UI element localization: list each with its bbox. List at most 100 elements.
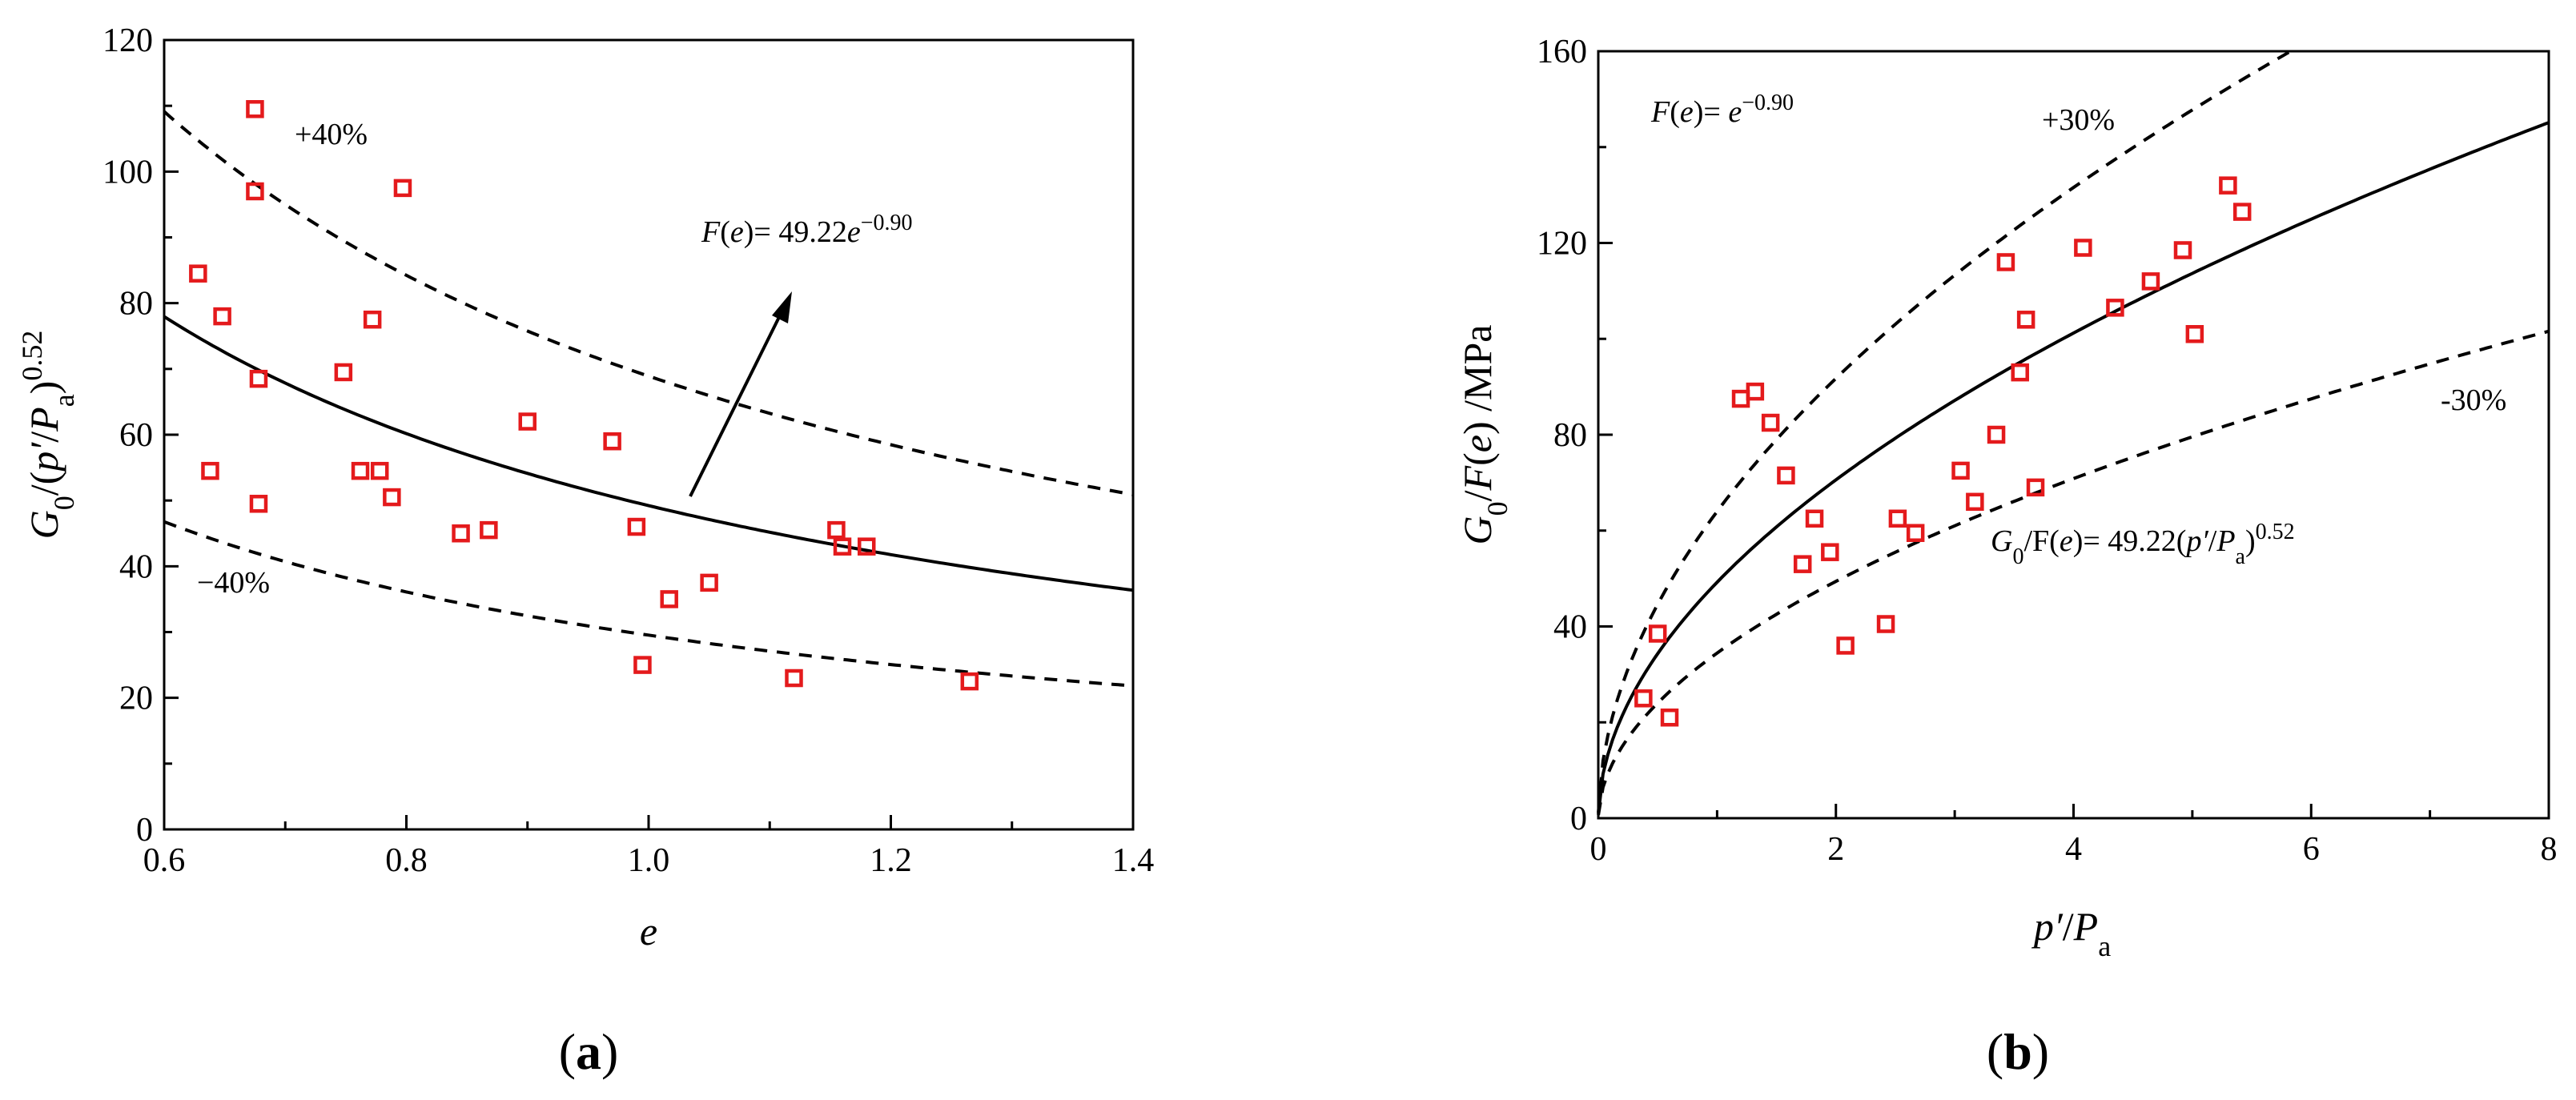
a-data-point [627,517,646,536]
a-y-tick-label: 120 [102,22,153,59]
panel-a-chart: 0.6 0.8 1.0 1.2 1.4 0 20 40 60 80 100 120 G0/(p′/Pa… [16,22,1154,953]
b-y-tick-label: 80 [1553,417,1587,454]
panel-b-label: (b) [1987,1023,2049,1080]
a-y-tick-label: 100 [102,154,153,191]
b-data-point [1876,615,1895,633]
a-data-point [660,590,678,608]
a-data-point [518,412,536,431]
b-data-point [1660,709,1679,727]
a-data-point [363,310,382,329]
a-data-point [833,537,852,556]
b-data-point [2011,363,2029,382]
panel-a-label: (a) [559,1023,619,1080]
b-x-tick-label: 6 [2303,831,2320,868]
panel-b-equation: G0/F(e)= 49.22(p′/Pa)0.52 [1991,520,2295,569]
b-data-point [1996,253,2015,271]
panel-b-upper-band-label: +30% [2042,103,2115,137]
a-y-tick-label: 0 [136,812,153,849]
b-x-tick-label: 4 [2065,831,2082,868]
panel-b-fe-equation: F(e)= e−0.90 [1650,90,1794,130]
panel-b-x-axis-label: p′/Pa [2031,904,2111,962]
panel-a-upper-band-label: +40% [295,118,368,151]
a-y-tick-label: 20 [119,680,153,717]
panel-b-plot-frame [1597,50,2550,820]
b-x-tick-label: 0 [1590,831,1607,868]
a-x-tick-label: 1.2 [870,842,912,879]
a-data-point [351,461,370,480]
a-y-tick-label: 80 [119,286,153,323]
b-data-point [1761,413,1780,432]
a-curve-upper [163,110,1134,496]
a-x-tick-label: 1.4 [1112,842,1155,879]
b-data-point [1777,466,1795,485]
b-data-point [2016,311,2035,329]
a-y-tick-label: 40 [119,548,153,585]
a-data-point [633,656,652,674]
b-data-point [1906,524,1925,542]
b-data-point [2141,272,2160,291]
b-y-tick-label: 120 [1537,226,1587,263]
b-data-point [1805,509,1824,528]
a-curve-lower [163,520,1134,688]
a-x-tick-label: 1.0 [628,842,670,879]
a-x-tick-label: 0.8 [385,842,428,879]
a-data-point [246,100,264,118]
panel-b-y-axis-label: G0/F(e) /MPa [1455,325,1513,545]
a-data-point [960,672,979,691]
b-x-tick-label: 8 [2541,831,2558,868]
panel-a-ticks: 0.6 0.8 1.0 1.2 1.4 0 20 40 60 80 100 120 [102,22,1154,879]
a-data-point [452,524,470,543]
b-data-point [1648,624,1667,643]
panel-a-plot-frame [163,38,1135,831]
b-data-point [2074,239,2092,257]
panel-a-y-axis-label: G0/(p′/Pa)0.52 [16,331,80,540]
b-data-point [1836,636,1855,655]
a-data-point [334,363,353,382]
a-data-point [480,520,498,540]
a-y-tick-label: 60 [119,417,153,454]
a-data-point [370,461,389,480]
b-data-point [2173,241,2192,259]
a-data-point [189,264,207,283]
panel-a-points [189,100,979,691]
a-data-point [393,179,412,198]
b-y-tick-label: 0 [1570,801,1587,837]
panel-a-x-axis-label: e [640,909,657,953]
a-data-point [700,573,718,592]
b-curve-fit [1597,121,2550,814]
b-y-tick-label: 40 [1553,609,1587,646]
a-data-point [213,307,231,326]
b-data-point [1888,509,1907,528]
b-data-point [1951,461,1970,480]
a-data-point [827,520,846,540]
b-data-point [2219,176,2237,195]
a-data-point [201,461,219,480]
b-data-point [2026,478,2045,497]
a-x-tick-label: 0.6 [143,842,186,879]
b-curve-upper [1597,50,2292,813]
panel-b-curves [1597,50,2550,816]
a-data-point [249,369,268,388]
panel-a-equation: F(e)= 49.22e−0.90 [701,211,913,250]
b-data-point [1746,382,1765,401]
panel-a-curves [163,110,1134,688]
b-data-point [2232,203,2252,221]
a-curve-fit [163,315,1134,592]
panel-b-points [1634,176,2252,727]
a-data-point [603,432,621,451]
b-data-point [1821,543,1839,561]
a-data-point [249,495,268,513]
b-data-point [1966,492,1984,512]
b-data-point [1731,389,1750,408]
b-y-tick-label: 160 [1537,34,1587,70]
a-data-point [785,668,803,688]
a-data-point [383,488,401,507]
a-data-point [858,537,876,556]
a-data-point [246,182,264,201]
b-data-point [1987,425,2006,444]
panel-a-arrow [689,291,792,497]
b-curve-lower [1597,329,2550,816]
